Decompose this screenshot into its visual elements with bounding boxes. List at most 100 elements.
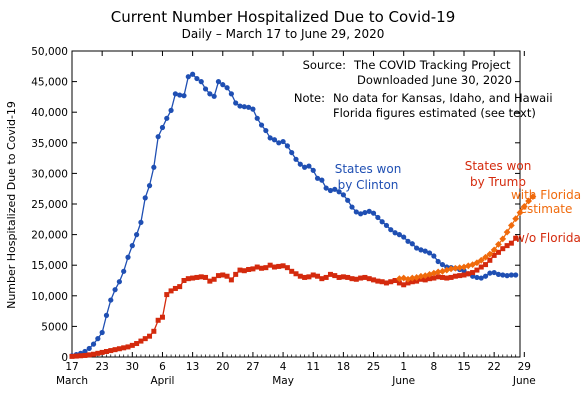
- data-point: [207, 278, 213, 284]
- data-point: [263, 127, 269, 134]
- data-point: [434, 268, 442, 276]
- data-point: [250, 106, 256, 112]
- data-point: [185, 74, 191, 80]
- data-point: [340, 274, 346, 280]
- data-point: [495, 271, 502, 277]
- data-point: [116, 346, 122, 352]
- y-tick-label: 35,000: [31, 138, 68, 150]
- data-point: [237, 103, 243, 109]
- data-point: [345, 274, 351, 280]
- clinton-label-line2: by Clinton: [338, 178, 399, 192]
- data-point: [86, 352, 92, 358]
- data-point: [345, 197, 351, 203]
- data-point: [103, 312, 110, 318]
- data-point: [181, 93, 187, 99]
- data-point: [271, 264, 277, 270]
- data-point: [461, 268, 467, 274]
- data-point: [190, 71, 196, 77]
- data-point: [408, 274, 416, 282]
- data-point: [142, 195, 148, 201]
- data-point: [194, 75, 200, 82]
- data-point: [447, 265, 455, 273]
- data-point: [241, 104, 247, 110]
- data-point: [439, 261, 446, 268]
- data-point: [198, 274, 204, 280]
- data-point: [435, 274, 441, 280]
- x-tick-label: 22: [487, 361, 500, 373]
- data-point: [422, 248, 428, 254]
- data-point: [306, 163, 312, 169]
- data-point: [409, 279, 415, 285]
- data-point: [215, 79, 222, 85]
- data-point: [477, 256, 485, 264]
- data-point: [388, 227, 394, 233]
- data-point: [289, 268, 295, 274]
- data-point: [353, 209, 359, 215]
- data-point: [228, 91, 234, 97]
- data-point: [103, 348, 109, 354]
- data-point: [491, 252, 497, 258]
- data-point: [417, 272, 425, 280]
- data-point: [297, 161, 303, 167]
- data-point: [353, 276, 359, 282]
- x-tick-label: 6: [159, 361, 166, 373]
- data-point: [254, 264, 260, 270]
- florida-estimate-label-line2: estimate: [520, 202, 573, 216]
- data-point: [147, 333, 153, 339]
- data-point: [327, 271, 333, 277]
- data-point: [310, 272, 316, 278]
- data-point: [319, 276, 325, 282]
- data-point: [159, 314, 165, 320]
- data-point: [529, 193, 537, 201]
- data-point: [383, 222, 390, 229]
- data-point: [401, 234, 407, 240]
- data-point: [211, 276, 217, 282]
- data-point: [146, 183, 153, 189]
- florida-estimate-label-line1: with Florida: [511, 188, 581, 202]
- x-tick-label: 15: [457, 361, 470, 373]
- data-point: [507, 222, 515, 229]
- data-point: [142, 336, 148, 342]
- data-point: [513, 272, 519, 278]
- data-point: [155, 134, 161, 140]
- note-line1: No data for Kansas, Idaho, and Hawaii: [333, 91, 553, 105]
- data-point: [267, 262, 273, 268]
- data-point: [452, 273, 458, 279]
- data-point: [159, 124, 166, 131]
- data-point: [121, 345, 127, 351]
- data-point: [82, 352, 88, 358]
- x-tick-label: 25: [367, 361, 380, 373]
- data-point: [470, 270, 476, 276]
- data-point: [134, 341, 140, 347]
- x-tick-label: 29: [518, 361, 531, 373]
- data-point: [185, 276, 191, 282]
- data-point: [228, 277, 234, 283]
- x-tick-label: 20: [216, 361, 229, 373]
- y-axis-label: Number Hospitalized Due to Covid-19: [5, 101, 18, 309]
- x-month-label: May: [272, 375, 294, 387]
- data-point: [427, 276, 433, 282]
- data-point: [254, 115, 260, 121]
- data-point: [323, 185, 329, 191]
- data-point: [168, 107, 174, 113]
- data-point: [302, 164, 308, 170]
- data-point: [370, 210, 377, 216]
- clinton-label-line1: States won: [335, 162, 402, 176]
- data-point: [90, 341, 97, 347]
- source-line2: Downloaded June 30, 2020: [357, 73, 512, 87]
- data-point: [504, 273, 510, 279]
- data-point: [297, 273, 303, 279]
- data-point: [487, 257, 493, 263]
- data-point: [495, 240, 502, 248]
- data-point: [129, 243, 135, 249]
- x-tick-label: 4: [280, 361, 287, 373]
- data-point: [349, 204, 355, 210]
- data-point: [482, 253, 489, 261]
- data-point: [276, 263, 282, 269]
- data-point: [138, 219, 144, 225]
- data-point: [332, 186, 338, 192]
- data-point: [474, 267, 480, 273]
- x-month-label: June: [391, 375, 415, 387]
- data-point: [280, 263, 286, 269]
